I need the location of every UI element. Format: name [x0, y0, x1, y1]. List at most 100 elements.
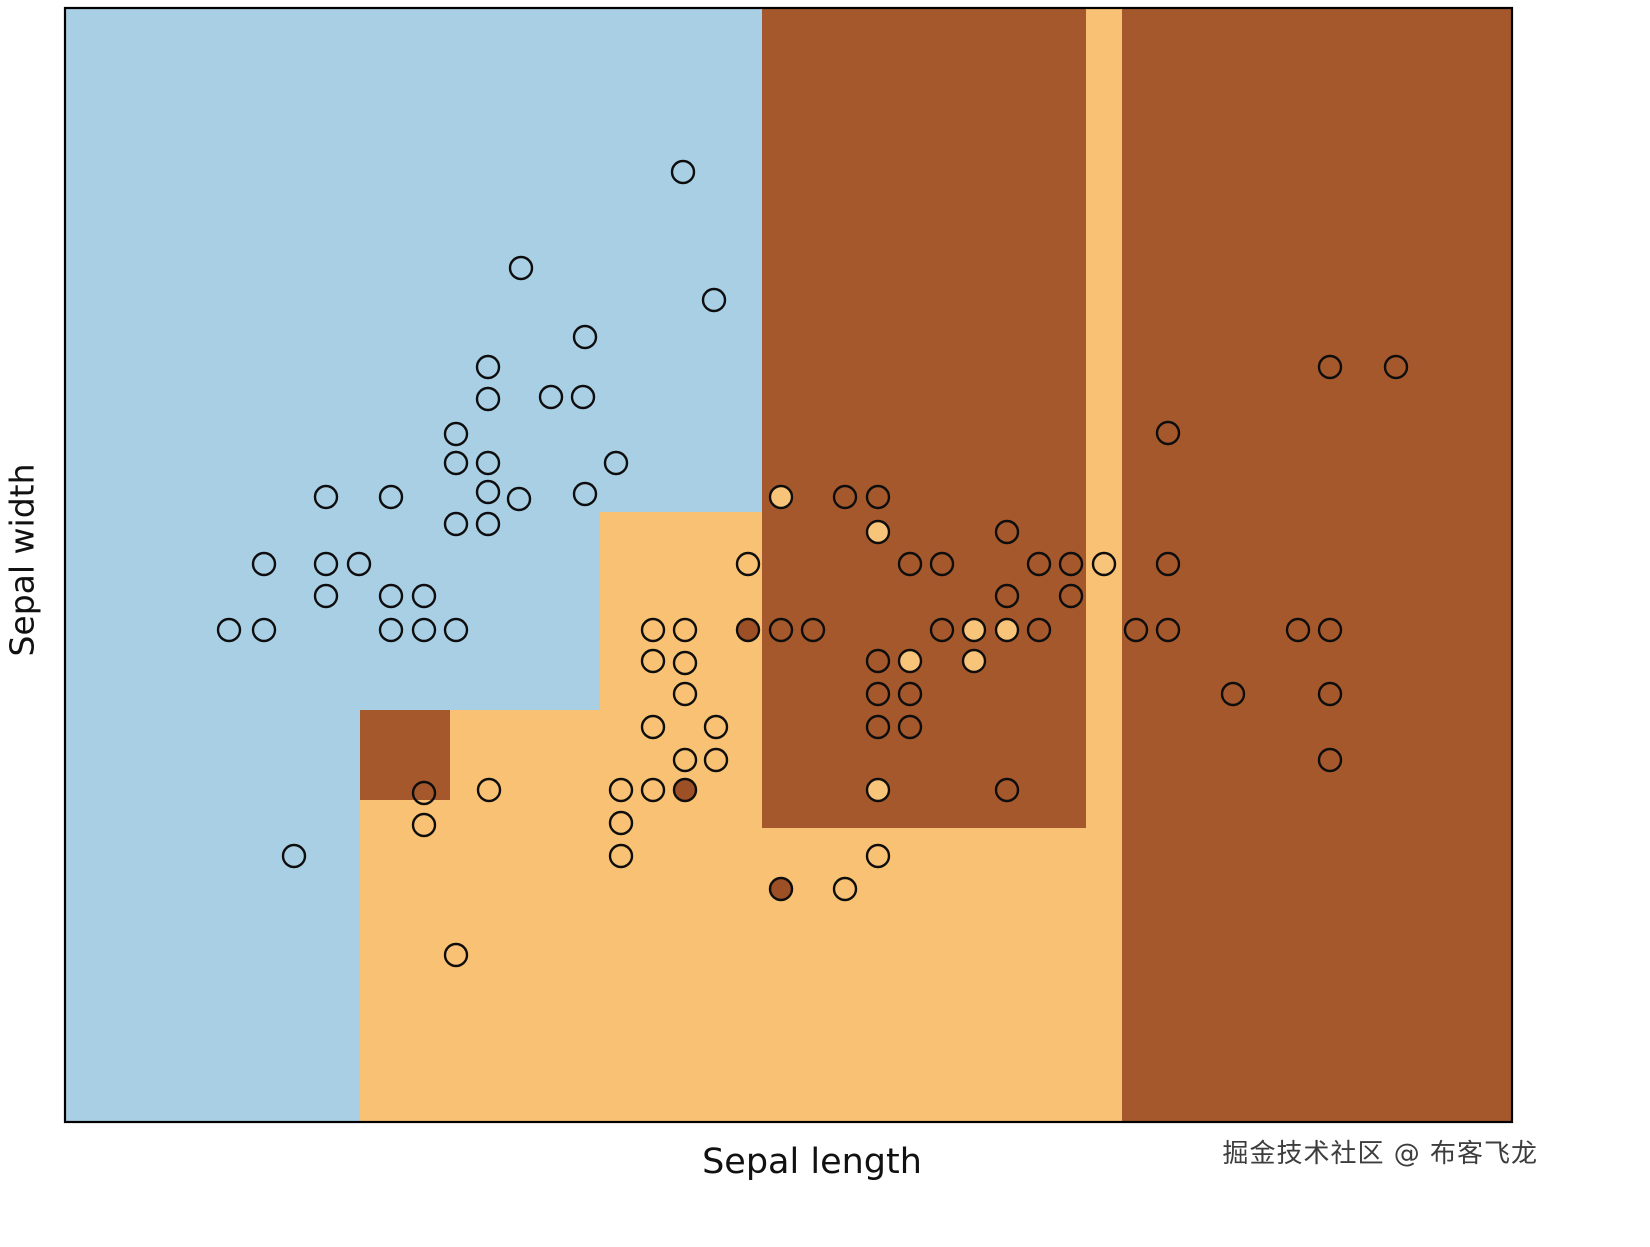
data-point — [508, 255, 534, 281]
data-point — [640, 777, 666, 803]
data-point — [1155, 617, 1181, 643]
data-point — [572, 481, 598, 507]
data-point — [672, 617, 698, 643]
data-point — [768, 617, 794, 643]
data-point — [346, 551, 372, 577]
data-point — [443, 421, 469, 447]
data-point — [994, 583, 1020, 609]
data-point — [865, 519, 891, 545]
data-point — [475, 354, 501, 380]
data-point — [897, 714, 923, 740]
data-point — [768, 876, 794, 902]
data-point — [1317, 681, 1343, 707]
decision-region-orange — [360, 800, 450, 1122]
data-point — [672, 650, 698, 676]
data-point — [1155, 551, 1181, 577]
data-point — [475, 479, 501, 505]
data-point — [897, 551, 923, 577]
data-point — [251, 617, 277, 643]
data-point — [640, 648, 666, 674]
data-point — [1155, 420, 1181, 446]
decision-region-orange — [762, 828, 1086, 1122]
data-point — [281, 843, 307, 869]
data-point — [1317, 617, 1343, 643]
data-point — [701, 287, 727, 313]
data-point — [865, 484, 891, 510]
data-point — [570, 384, 596, 410]
data-point — [865, 681, 891, 707]
decision-region-orange — [450, 710, 762, 1122]
data-point — [832, 484, 858, 510]
data-point — [735, 617, 761, 643]
data-point — [443, 617, 469, 643]
watermark-text: 掘金技术社区 @ 布客飞龙 — [1222, 1139, 1538, 1169]
data-point — [378, 484, 404, 510]
data-point — [538, 384, 564, 410]
data-point — [1123, 617, 1149, 643]
data-point — [994, 617, 1020, 643]
decision-region-brown — [762, 8, 1086, 828]
y-axis-label: Sepal width — [2, 463, 42, 657]
data-point — [994, 777, 1020, 803]
decision-region-brown — [360, 710, 450, 800]
data-point — [443, 511, 469, 537]
data-point — [476, 777, 502, 803]
data-point — [640, 617, 666, 643]
data-point — [378, 617, 404, 643]
data-point — [1317, 354, 1343, 380]
data-point — [1058, 551, 1084, 577]
data-point — [1285, 617, 1311, 643]
data-point — [1317, 747, 1343, 773]
data-point — [475, 450, 501, 476]
data-point — [572, 324, 598, 350]
data-point — [672, 777, 698, 803]
data-point — [929, 617, 955, 643]
data-point — [1383, 354, 1409, 380]
data-point — [603, 450, 629, 476]
data-point — [608, 777, 634, 803]
data-point — [313, 484, 339, 510]
data-point — [640, 714, 666, 740]
data-point — [961, 617, 987, 643]
data-point — [608, 843, 634, 869]
data-point — [475, 511, 501, 537]
data-point — [1026, 551, 1052, 577]
data-point — [608, 810, 634, 836]
data-point — [994, 519, 1020, 545]
data-point — [865, 648, 891, 674]
data-point — [411, 812, 437, 838]
data-point — [313, 551, 339, 577]
data-point — [865, 843, 891, 869]
data-point — [672, 747, 698, 773]
decision-region-brown — [1122, 8, 1512, 1122]
data-point — [897, 681, 923, 707]
data-point — [735, 551, 761, 577]
data-point — [670, 159, 696, 185]
data-point — [411, 617, 437, 643]
data-point — [768, 484, 794, 510]
data-point — [251, 551, 277, 577]
data-point — [1026, 617, 1052, 643]
data-point — [1091, 551, 1117, 577]
data-point — [475, 386, 501, 412]
data-point — [1220, 681, 1246, 707]
data-point — [411, 583, 437, 609]
data-point — [897, 648, 923, 674]
data-point — [929, 551, 955, 577]
data-point — [800, 617, 826, 643]
data-point — [672, 681, 698, 707]
data-point — [1058, 583, 1084, 609]
data-point — [832, 876, 858, 902]
data-point — [865, 777, 891, 803]
x-axis-label: Sepal length — [702, 1142, 922, 1182]
data-point — [443, 942, 469, 968]
plot-border — [63, 6, 1514, 1124]
data-point — [703, 714, 729, 740]
data-point — [506, 486, 532, 512]
data-point — [961, 648, 987, 674]
data-point — [411, 780, 437, 806]
data-point — [703, 747, 729, 773]
data-point — [443, 450, 469, 476]
